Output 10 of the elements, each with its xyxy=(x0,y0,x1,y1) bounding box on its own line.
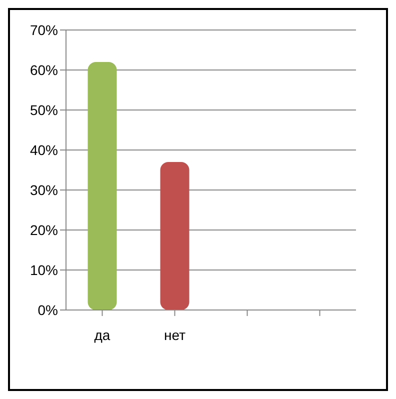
y-tick-label: 30% xyxy=(30,182,58,198)
y-tick-label: 10% xyxy=(30,262,58,278)
x-tick-label: да xyxy=(94,326,110,343)
y-tick-label: 0% xyxy=(38,302,58,318)
y-tick-label: 60% xyxy=(30,62,58,78)
y-tick-label: 70% xyxy=(30,22,58,38)
y-tick-label: 40% xyxy=(30,142,58,158)
y-tick-label: 20% xyxy=(30,222,58,238)
y-tick-label: 50% xyxy=(30,102,58,118)
x-tick-label: нет xyxy=(164,326,186,343)
